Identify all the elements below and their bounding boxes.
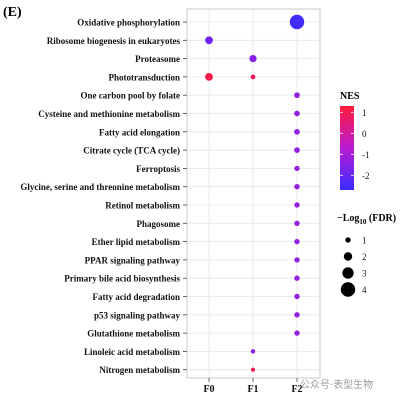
color-legend-tick-label: -2 <box>362 171 370 181</box>
y-tick-label: Glutathione metabolism <box>87 329 180 339</box>
color-legend: NES 1 0 -1 -2 <box>340 91 370 190</box>
y-tick-label: One carbon pool by folate <box>80 91 180 101</box>
data-point <box>294 202 300 208</box>
size-legend-dot <box>342 267 354 279</box>
size-legend-dot <box>340 282 356 297</box>
y-tick-label: Cysteine and methionine metabolism <box>38 109 180 119</box>
data-point <box>294 330 300 336</box>
size-legend-label: 1 <box>362 236 367 246</box>
data-point <box>294 275 300 281</box>
color-legend-tick-label: 1 <box>362 108 367 118</box>
y-tick-label: Phototransduction <box>108 72 180 82</box>
color-legend-ticks: 1 0 -1 -2 <box>340 108 370 181</box>
data-point <box>205 73 213 81</box>
data-point <box>294 257 300 263</box>
data-point <box>289 14 305 30</box>
x-tick-label: F0 <box>203 384 214 395</box>
y-tick-label: Retinol metabolism <box>105 201 180 211</box>
data-point <box>294 92 300 99</box>
y-tick-label: Primary bile acid biosynthesis <box>64 274 180 284</box>
size-legend-dot <box>345 237 351 243</box>
data-point <box>205 36 213 45</box>
y-tick-label: Proteasome <box>135 54 180 64</box>
y-tick-label: Ether lipid metabolism <box>92 237 181 247</box>
color-legend-tick-label: 0 <box>362 129 367 139</box>
size-legend-title: −Log10 (FDR) <box>337 213 396 226</box>
size-legend-items: 1 2 3 4 <box>340 236 367 297</box>
data-point <box>249 55 257 63</box>
panel-label: (E) <box>3 5 22 20</box>
data-points <box>205 14 305 372</box>
y-tick-label: Fatty acid degradation <box>93 292 181 302</box>
data-point <box>294 110 300 117</box>
y-tick-label: Citrate cycle (TCA cycle) <box>83 146 180 156</box>
y-tick-label: Linoleic acid metabolism <box>84 347 180 357</box>
y-tick-label: Glycine, serine and threonine metabolism <box>20 182 180 192</box>
color-legend-tick-label: -1 <box>362 150 370 160</box>
data-point <box>294 128 300 135</box>
color-legend-bar <box>340 106 354 190</box>
data-point <box>294 184 300 190</box>
y-axis-labels: Oxidative phosphorylation Ribosome biogen… <box>20 18 187 375</box>
data-point <box>294 147 300 153</box>
plot-area <box>186 8 321 379</box>
data-point <box>250 349 256 354</box>
y-tick-label: Ferroptosis <box>136 164 180 174</box>
data-point <box>250 74 256 80</box>
size-legend: −Log10 (FDR) 1 2 3 4 <box>337 213 396 297</box>
color-legend-title: NES <box>340 91 360 102</box>
y-tick-label: Nitrogen metabolism <box>99 365 180 375</box>
data-point <box>294 238 300 245</box>
size-legend-dot <box>343 252 353 261</box>
y-tick-label: PPAR signaling pathway <box>85 255 181 265</box>
x-axis-labels: F0 F1 F2 <box>203 378 303 395</box>
data-point <box>294 165 300 172</box>
size-legend-label: 4 <box>362 285 367 295</box>
data-point <box>294 312 300 318</box>
y-tick-label: Oxidative phosphorylation <box>77 18 180 28</box>
size-legend-label: 3 <box>362 269 367 279</box>
y-tick-label: p53 signaling pathway <box>94 310 181 320</box>
data-point <box>294 293 300 300</box>
y-tick-label: Ribosome biogenesis in eukaryotes <box>47 36 181 46</box>
x-tick-label: F1 <box>247 384 258 395</box>
watermark-text: 公众号·表型生物 <box>300 378 373 391</box>
x-tick-label: F2 <box>291 384 302 395</box>
y-tick-label: Phagosome <box>137 219 181 229</box>
y-tick-label: Fatty acid elongation <box>99 127 180 137</box>
data-point <box>294 220 300 226</box>
data-point <box>250 367 256 372</box>
size-legend-label: 2 <box>362 252 367 262</box>
